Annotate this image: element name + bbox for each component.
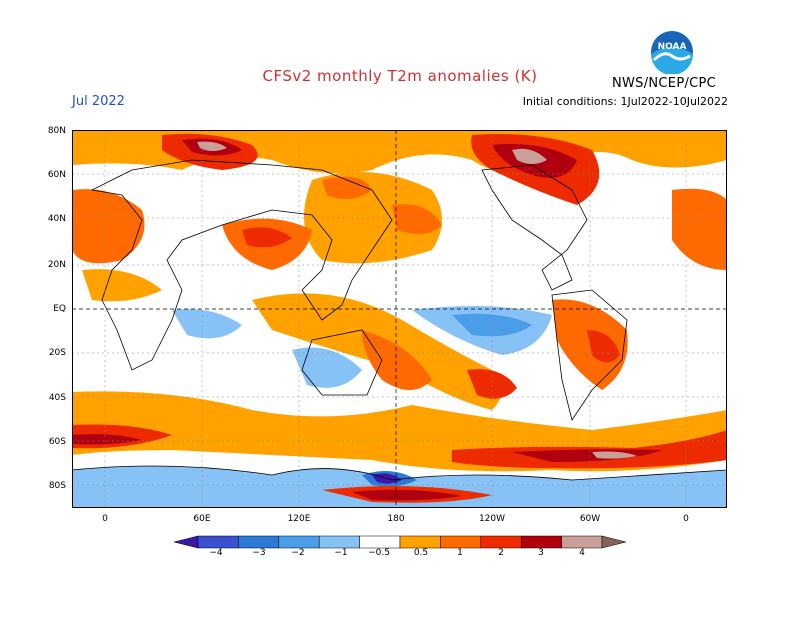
lat-label: 60S — [48, 437, 66, 447]
lon-label: 0 — [102, 514, 108, 524]
lat-label: 20S — [48, 348, 66, 358]
month-label: Jul 2022 — [72, 94, 125, 109]
colorbar-label: 2 — [498, 548, 504, 558]
logo-text: NOAA — [658, 42, 687, 52]
colorbar-segment — [238, 535, 280, 549]
colorbar-segment — [399, 535, 441, 549]
colorbar-segment — [174, 535, 199, 549]
initial-conditions-label: Initial conditions: 1Jul2022-10Jul2022 — [522, 95, 728, 108]
colorbar-label: −1 — [334, 548, 348, 558]
agency-label: NWS/NCEP/CPC — [612, 76, 717, 91]
coastlines — [72, 159, 727, 481]
colorbar-label: −0.5 — [368, 548, 390, 558]
colorbar-segment — [561, 535, 603, 549]
lon-label: 60E — [193, 514, 211, 524]
colorbar-segment — [601, 535, 626, 549]
lat-label: 80N — [47, 126, 66, 136]
lat-label: 80S — [48, 481, 66, 491]
colorbar-segment — [520, 535, 562, 549]
colorbar-label: 4 — [579, 548, 585, 558]
anomaly-map — [72, 130, 727, 508]
lat-label: 60N — [47, 170, 66, 180]
lon-label: 120W — [478, 514, 506, 524]
anomaly-fields — [72, 130, 727, 508]
noaa-logo: NOAA — [650, 30, 694, 75]
colorbar-segment — [480, 535, 522, 549]
lon-label: 120E — [287, 514, 311, 524]
colorbar — [174, 535, 626, 549]
lat-label: 20N — [47, 260, 66, 270]
colorbar-label: 1 — [457, 548, 463, 558]
colorbar-label: −3 — [252, 548, 266, 558]
colorbar-segment — [318, 535, 360, 549]
colorbar-segment — [197, 535, 239, 549]
lon-label: 60W — [579, 514, 601, 524]
colorbar-segment — [359, 535, 401, 549]
lat-label: 40N — [47, 214, 66, 224]
gridlines — [72, 130, 727, 508]
colorbar-label: −4 — [209, 548, 223, 558]
lat-label: 40S — [48, 393, 66, 403]
lon-label: 180 — [387, 514, 405, 524]
lon-label: 0 — [683, 514, 689, 524]
map-frame — [72, 130, 727, 508]
colorbar-label: −2 — [291, 548, 305, 558]
colorbar-label: 0.5 — [413, 548, 429, 558]
colorbar-segment — [278, 535, 320, 549]
colorbar-label: 3 — [538, 548, 544, 558]
colorbar-segment — [440, 535, 482, 549]
chart-title: CFSv2 monthly T2m anomalies (K) — [262, 67, 538, 85]
lat-label: EQ — [53, 304, 66, 314]
